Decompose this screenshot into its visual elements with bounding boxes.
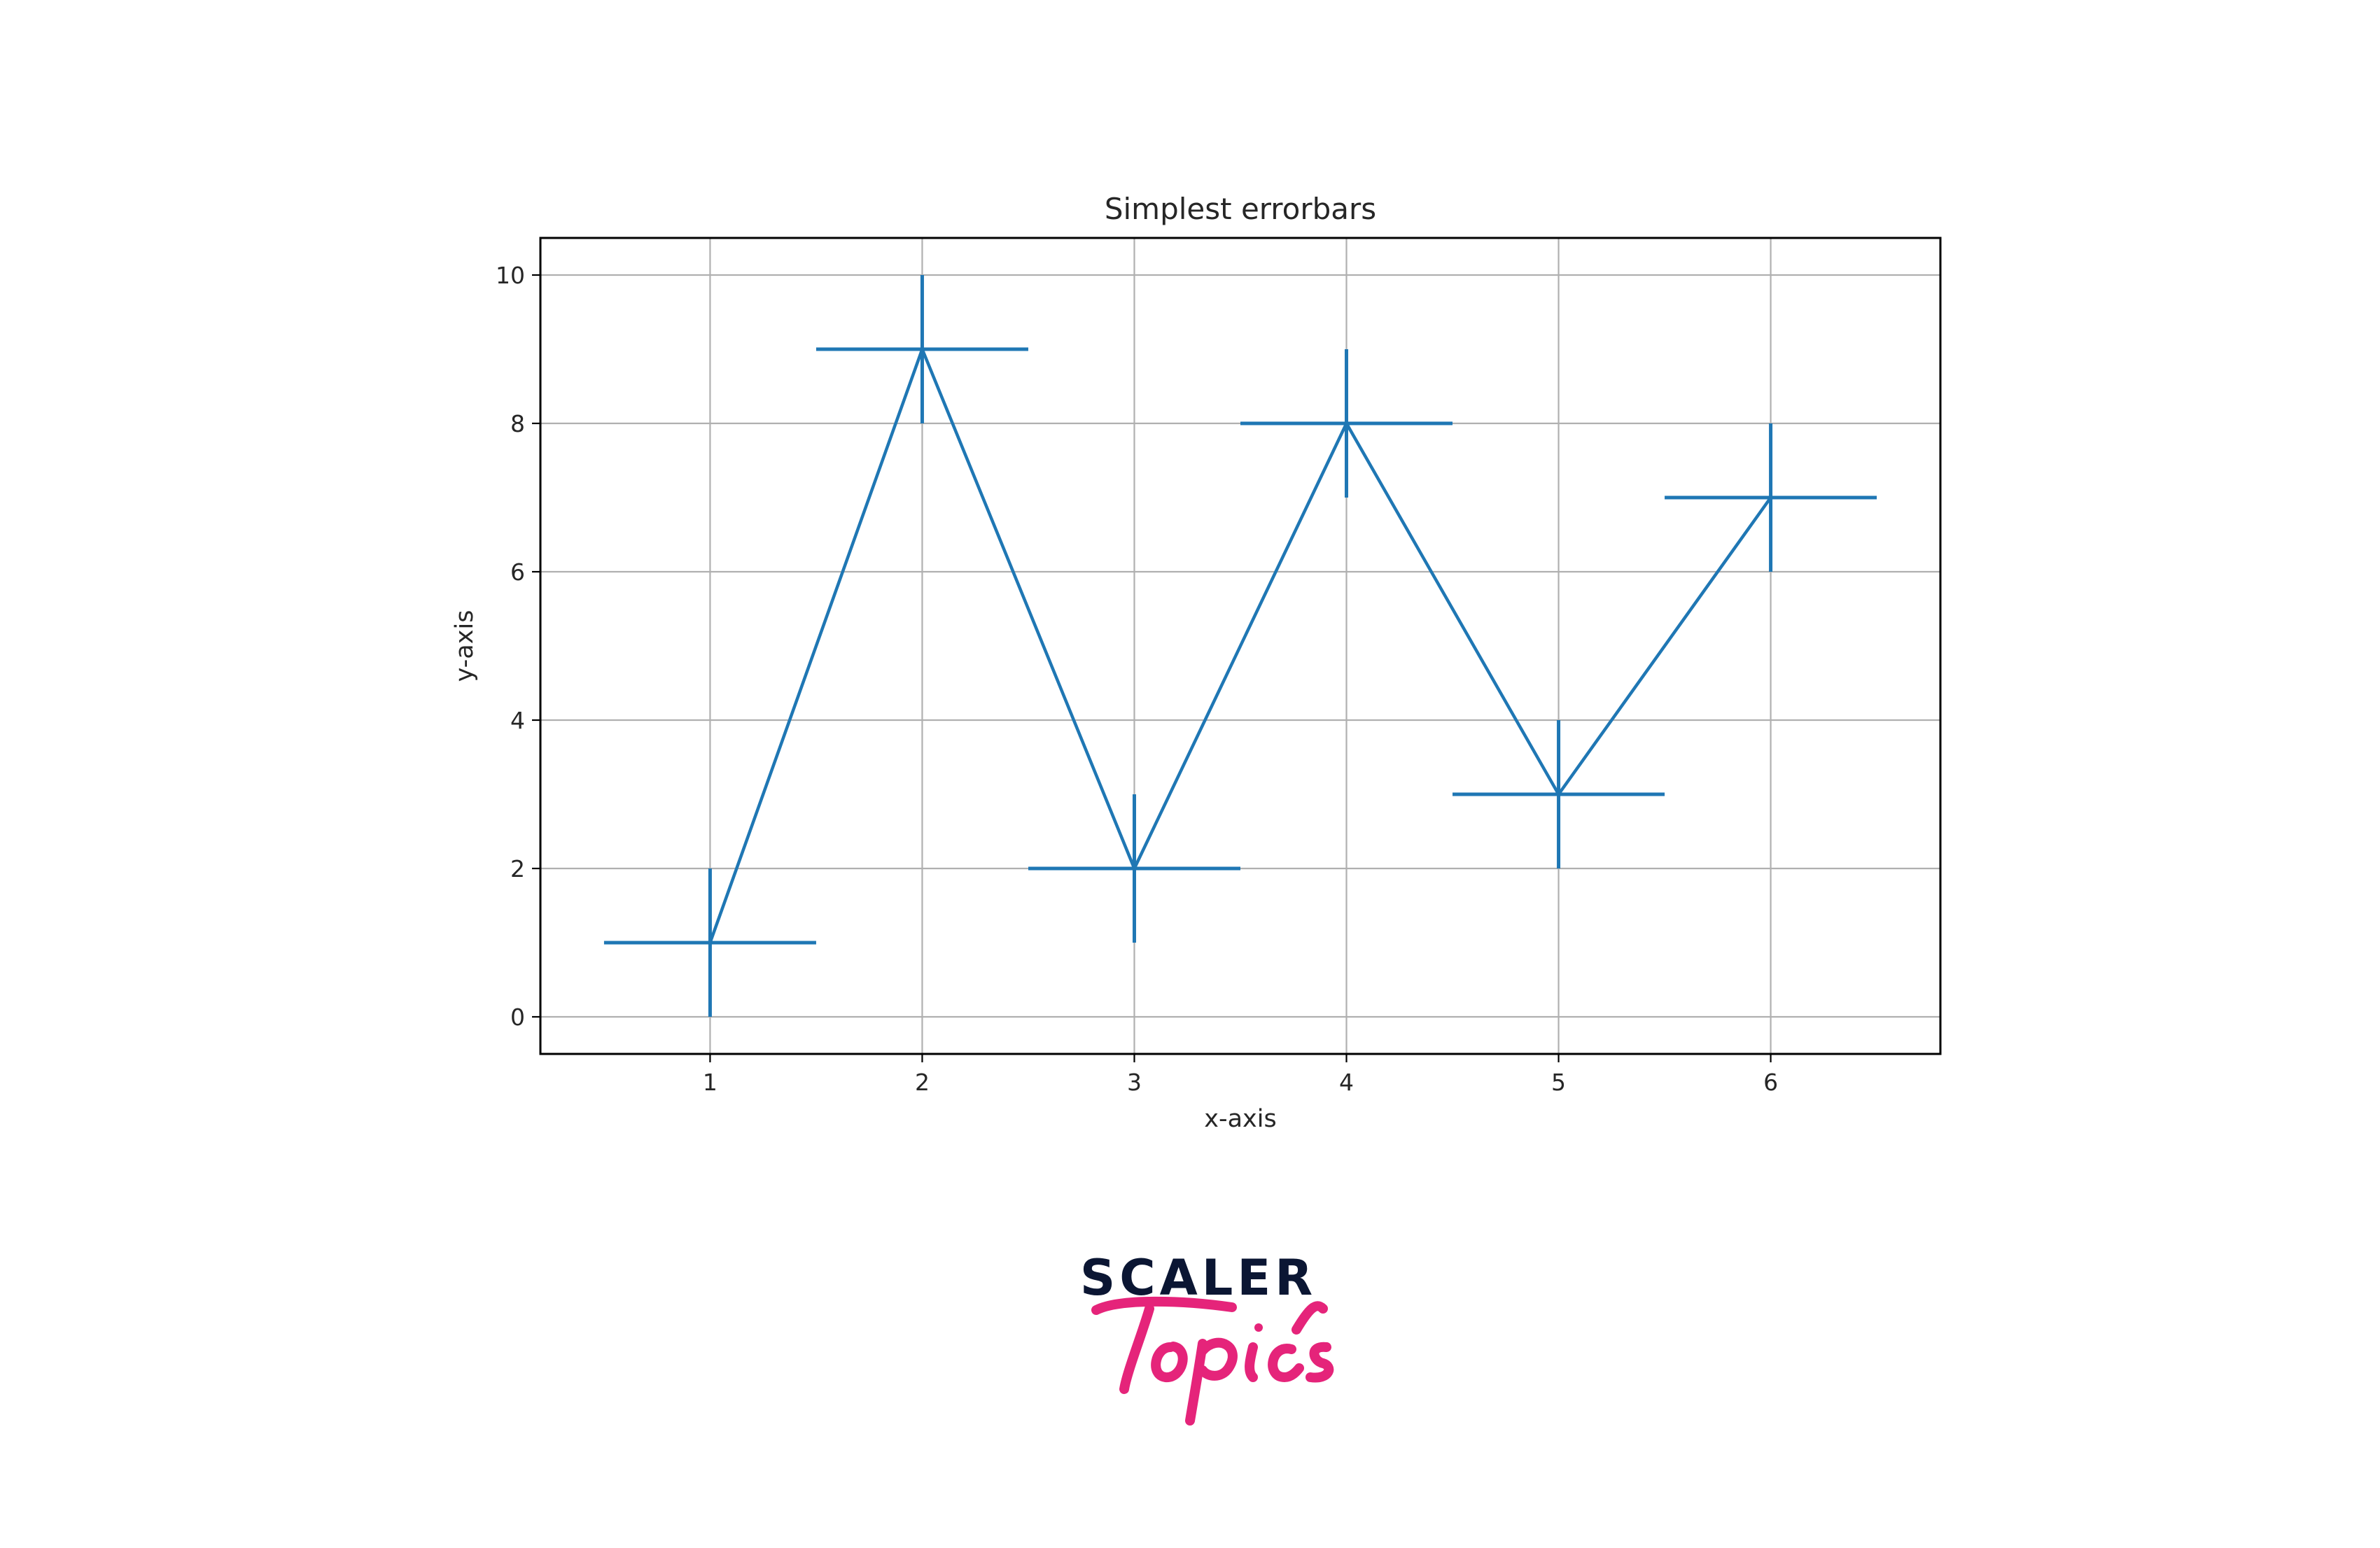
plot-frame: [539, 237, 1942, 1055]
x-tick-label: 4: [1339, 1069, 1354, 1096]
x-tick-label: 6: [1763, 1069, 1778, 1096]
x-tick-label: 2: [915, 1069, 930, 1096]
y-axis-title: y-axis: [451, 610, 479, 682]
y-tick-label: 10: [496, 262, 525, 289]
grid-layer: [540, 238, 1940, 1054]
tick-layer: 1 2 3 4 5 6 0 2 4 6 8 10: [496, 262, 1778, 1096]
chart-title: Simplest errorbars: [1105, 192, 1376, 226]
x-tick-label: 5: [1551, 1069, 1566, 1096]
y-tick-label: 6: [510, 558, 525, 586]
y-tick-label: 2: [510, 855, 525, 882]
y-tick-label: 8: [510, 410, 525, 437]
y-tick-label: 0: [510, 1004, 525, 1031]
logo-scaler-text: SCALER: [1080, 1249, 1317, 1307]
series-line: [708, 344, 1772, 943]
logo-topics-script: [1091, 1296, 1334, 1426]
series-layer: [603, 275, 1877, 1017]
y-tick-label: 4: [510, 707, 525, 734]
x-axis-title: x-axis: [1204, 1105, 1276, 1133]
scaler-topics-logo: SCALER: [1080, 1249, 1334, 1426]
x-tick-label: 3: [1127, 1069, 1142, 1096]
x-tick-label: 1: [703, 1069, 718, 1096]
